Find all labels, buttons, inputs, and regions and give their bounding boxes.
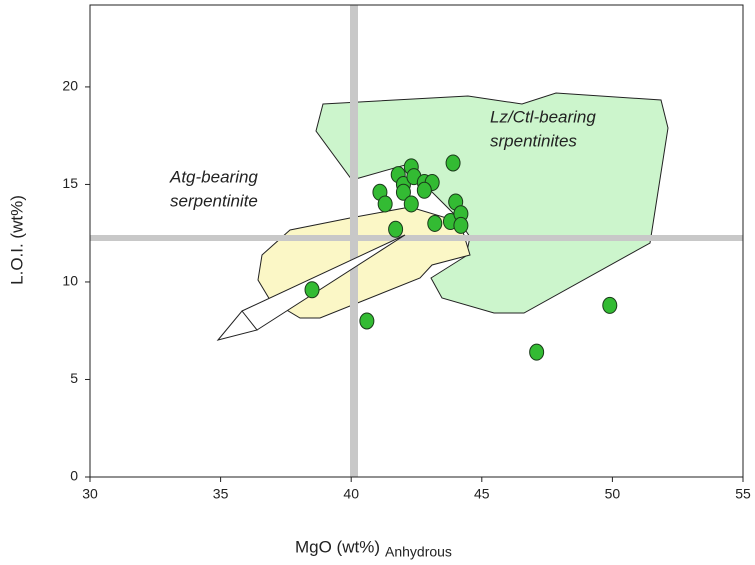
plot-frame: [89, 4, 744, 478]
annotation: serpentinite: [170, 191, 258, 210]
data-point: [416, 181, 432, 199]
data-point: [359, 312, 375, 330]
y-tick-label: 0: [70, 468, 78, 484]
data-point: [377, 195, 393, 213]
data-point: [395, 183, 411, 201]
data-point: [388, 220, 404, 238]
data-point: [445, 154, 461, 172]
y-tick-label: 10: [62, 273, 78, 289]
data-point: [304, 281, 320, 299]
x-tick-label: 45: [474, 486, 490, 502]
data-point: [529, 343, 545, 361]
x-axis-label: MgO (wt%): [295, 537, 380, 556]
data-point: [453, 216, 469, 234]
annotation: Atg-bearing: [169, 167, 258, 186]
x-tick-label: 50: [605, 486, 621, 502]
data-point: [427, 214, 443, 232]
annotation: srpentinites: [490, 131, 577, 150]
y-tick-label: 5: [70, 370, 78, 386]
y-tick-label: 20: [62, 78, 78, 94]
x-axis-label-sub: Anhydrous: [385, 544, 452, 560]
x-tick-label: 35: [213, 486, 229, 502]
y-tick-label: 15: [62, 175, 78, 191]
arrow-head: [216, 310, 258, 341]
trend-arrow: [241, 234, 406, 331]
x-tick-label: 30: [82, 486, 98, 502]
data-point: [602, 296, 618, 314]
annotation: Lz/Ctl-bearing: [490, 107, 596, 126]
y-axis-label: L.O.I. (wt%): [7, 195, 26, 285]
x-tick-label: 40: [343, 486, 359, 502]
x-tick-label: 55: [735, 486, 751, 502]
data-point: [403, 195, 419, 213]
